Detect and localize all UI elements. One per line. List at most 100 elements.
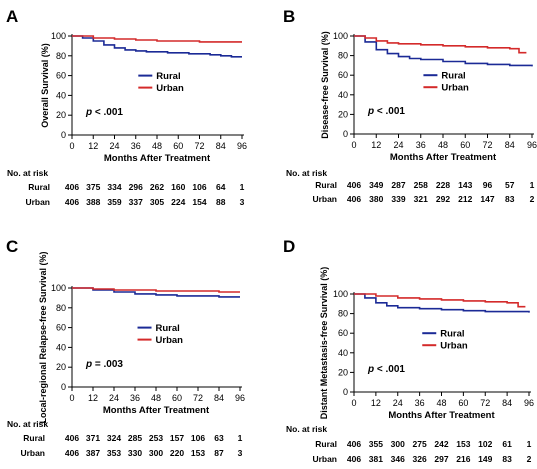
risk-value: 3 xyxy=(238,448,243,458)
x-tick-label: 72 xyxy=(482,140,492,150)
risk-value: 388 xyxy=(86,197,100,207)
risk-value: 262 xyxy=(150,182,164,192)
series-line-urban xyxy=(354,293,526,308)
x-tick-label: 84 xyxy=(214,393,224,403)
risk-value: 337 xyxy=(129,197,143,207)
x-tick-label: 96 xyxy=(527,140,537,150)
y-tick-label: 40 xyxy=(338,90,348,100)
x-tick-label: 72 xyxy=(480,398,490,408)
risk-value: 143 xyxy=(458,180,472,190)
legend-label-urban: Urban xyxy=(156,335,184,346)
panel-letter: B xyxy=(283,7,295,26)
risk-value: 228 xyxy=(436,180,450,190)
y-tick-label: 0 xyxy=(61,130,66,140)
risk-value: 292 xyxy=(436,194,450,204)
x-tick-label: 72 xyxy=(194,141,204,151)
legend-label-urban: Urban xyxy=(441,83,469,94)
risk-value: 371 xyxy=(86,433,100,443)
risk-value: 406 xyxy=(347,180,361,190)
risk-value: 296 xyxy=(129,182,143,192)
risk-value: 305 xyxy=(150,197,164,207)
y-tick-label: 80 xyxy=(338,309,348,319)
risk-value: 406 xyxy=(347,439,361,449)
series-line-rural xyxy=(72,287,240,298)
x-tick-label: 36 xyxy=(416,140,426,150)
risk-value: 224 xyxy=(171,197,185,207)
risk-value: 64 xyxy=(216,182,226,192)
y-tick-label: 20 xyxy=(56,362,66,372)
y-tick-label: 100 xyxy=(51,31,66,41)
risk-value: 106 xyxy=(191,433,205,443)
x-tick-label: 0 xyxy=(351,140,356,150)
x-axis-label: Months After Treatment xyxy=(390,152,497,163)
risk-table-title: No. at risk xyxy=(286,168,327,178)
x-tick-label: 60 xyxy=(458,398,468,408)
legend-label-rural: Rural xyxy=(441,71,465,82)
risk-value: 353 xyxy=(107,448,121,458)
risk-value: 106 xyxy=(192,182,206,192)
series-line-urban xyxy=(72,35,242,43)
p-value-symbol: p xyxy=(367,106,374,117)
y-tick-label: 80 xyxy=(56,303,66,313)
risk-value: 212 xyxy=(458,194,472,204)
risk-value: 300 xyxy=(391,439,405,449)
x-tick-label: 24 xyxy=(109,141,119,151)
p-value-text: < .001 xyxy=(374,364,405,375)
panel-letter: A xyxy=(6,7,18,26)
x-tick-label: 48 xyxy=(436,398,446,408)
risk-table: No. at risk Rural 406 371 324 285 253 157 106 63 1… xyxy=(7,419,243,458)
risk-row-label: Rural xyxy=(28,182,50,192)
risk-value: 321 xyxy=(414,194,428,204)
y-tick-label: 100 xyxy=(333,31,348,41)
series-line-rural xyxy=(72,35,242,58)
risk-row-label: Rural xyxy=(315,180,337,190)
series-line-urban xyxy=(354,35,527,54)
x-tick-label: 48 xyxy=(438,140,448,150)
risk-value: 326 xyxy=(413,454,427,464)
risk-value: 258 xyxy=(414,180,428,190)
y-tick-label: 0 xyxy=(61,382,66,392)
risk-value: 330 xyxy=(128,448,142,458)
p-value-annotation: p < .001 xyxy=(85,107,123,118)
risk-value: 1 xyxy=(527,439,532,449)
risk-value: 406 xyxy=(65,433,79,443)
y-tick-label: 60 xyxy=(338,328,348,338)
x-tick-label: 36 xyxy=(415,398,425,408)
series-line-rural xyxy=(354,293,530,313)
risk-value: 216 xyxy=(456,454,470,464)
y-axis-label: Disease-free Survival (%) xyxy=(320,31,330,139)
x-tick-label: 36 xyxy=(131,141,141,151)
risk-value: 355 xyxy=(369,439,383,449)
x-tick-label: 48 xyxy=(152,141,162,151)
legend-label-rural: Rural xyxy=(156,323,180,334)
y-tick-label: 60 xyxy=(338,70,348,80)
x-tick-label: 84 xyxy=(216,141,226,151)
risk-row-label: Urban xyxy=(20,448,45,458)
y-tick-label: 40 xyxy=(56,342,66,352)
risk-value: 153 xyxy=(456,439,470,449)
x-axis-label: Months After Treatment xyxy=(104,153,211,164)
risk-value: 2 xyxy=(527,454,532,464)
x-tick-label: 36 xyxy=(130,393,140,403)
y-tick-label: 40 xyxy=(56,90,66,100)
y-axis-label: Overall Survival (%) xyxy=(40,43,50,128)
risk-value: 160 xyxy=(171,182,185,192)
x-tick-label: 72 xyxy=(193,393,203,403)
risk-value: 375 xyxy=(86,182,100,192)
risk-value: 334 xyxy=(107,182,121,192)
p-value-text: < .001 xyxy=(92,107,123,118)
x-tick-label: 0 xyxy=(351,398,356,408)
risk-value: 102 xyxy=(478,439,492,449)
risk-value: 1 xyxy=(530,180,535,190)
risk-value: 387 xyxy=(86,448,100,458)
x-tick-label: 48 xyxy=(151,393,161,403)
p-value-text: < .001 xyxy=(374,106,405,117)
risk-value: 253 xyxy=(149,433,163,443)
risk-value: 147 xyxy=(480,194,494,204)
risk-value: 285 xyxy=(128,433,142,443)
x-tick-label: 24 xyxy=(393,398,403,408)
legend-label-urban: Urban xyxy=(156,83,184,94)
